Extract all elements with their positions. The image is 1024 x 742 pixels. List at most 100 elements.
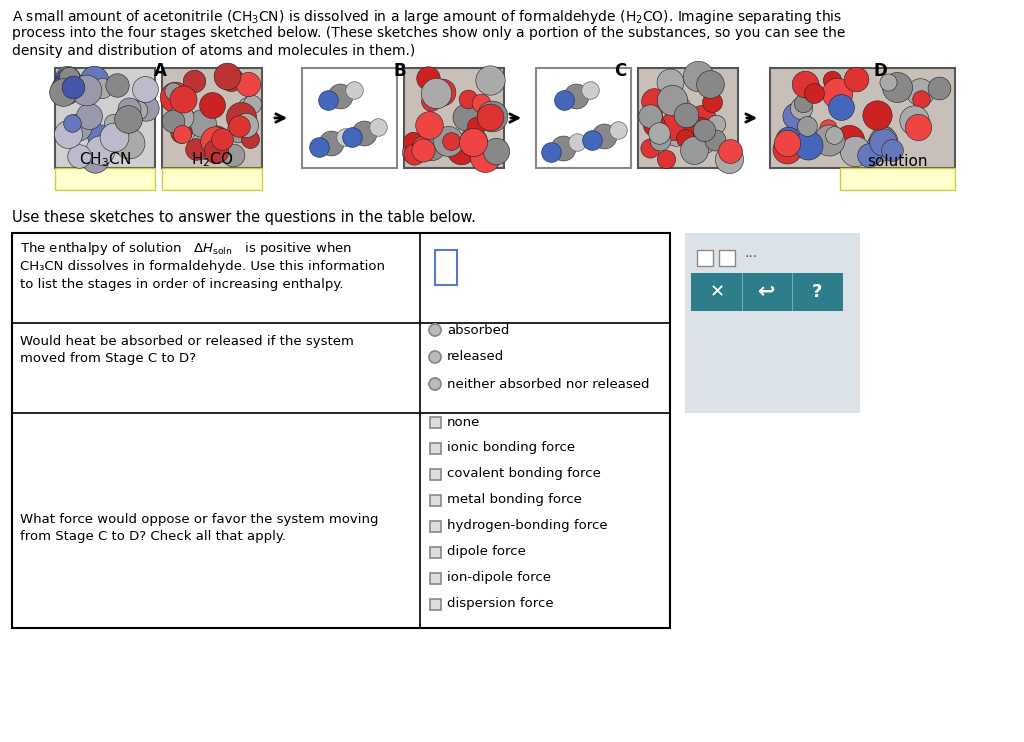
Point	[694, 113, 711, 125]
Text: ion-dipole force: ion-dipole force	[447, 571, 551, 585]
Text: ✕: ✕	[710, 283, 725, 301]
Point	[651, 134, 668, 146]
Text: covalent bonding force: covalent bonding force	[447, 467, 601, 481]
Text: Use these sketches to answer the questions in the table below.: Use these sketches to answer the questio…	[12, 210, 476, 225]
Point	[332, 90, 348, 102]
Point	[174, 93, 190, 105]
Point	[779, 143, 796, 155]
Point	[408, 140, 424, 152]
Point	[657, 154, 674, 165]
Text: dispersion force: dispersion force	[447, 597, 554, 611]
Point	[187, 143, 204, 155]
Point	[242, 133, 258, 145]
Point	[440, 135, 457, 147]
Point	[800, 139, 816, 151]
Point	[722, 145, 738, 157]
Point	[319, 94, 336, 106]
Point	[233, 111, 250, 122]
Point	[355, 127, 372, 139]
Text: none: none	[447, 416, 480, 428]
Point	[81, 111, 97, 122]
Point	[482, 74, 499, 86]
Point	[310, 141, 327, 153]
Point	[884, 145, 900, 157]
Point	[664, 93, 680, 105]
Bar	[162, 168, 262, 190]
Text: C: C	[613, 62, 626, 80]
Point	[874, 136, 891, 148]
Point	[464, 139, 480, 151]
Point	[167, 91, 183, 103]
Point	[874, 131, 891, 143]
Text: ↩: ↩	[758, 282, 776, 302]
Bar	[430, 573, 441, 584]
Bar	[430, 547, 441, 558]
Point	[406, 148, 422, 160]
Point	[207, 134, 223, 145]
Point	[690, 70, 707, 82]
Point	[136, 84, 153, 96]
Bar	[430, 443, 441, 454]
Bar	[162, 68, 262, 168]
Point	[231, 120, 248, 132]
Bar	[430, 521, 441, 532]
Point	[860, 149, 877, 161]
Point	[482, 111, 499, 122]
Point	[207, 145, 223, 157]
Point	[543, 146, 559, 158]
Point	[323, 137, 339, 149]
Point	[138, 102, 155, 114]
Point	[78, 85, 94, 96]
Text: moved from Stage C to D?: moved from Stage C to D?	[20, 352, 196, 365]
Point	[225, 148, 242, 160]
Point	[109, 79, 125, 91]
Text: A small amount of acetonitrile $\left(\mathrm{CH_3CN}\right)$ is dissolved in a : A small amount of acetonitrile $\left(\m…	[12, 8, 843, 26]
Point	[458, 111, 474, 123]
Point	[121, 137, 137, 149]
Point	[798, 78, 814, 90]
Point	[104, 116, 121, 128]
Point	[703, 96, 720, 108]
Text: What force would oppose or favor the system moving: What force would oppose or favor the sys…	[20, 513, 379, 526]
Point	[214, 134, 230, 145]
Point	[70, 121, 86, 133]
Point	[185, 75, 202, 87]
Point	[229, 125, 246, 137]
Text: from Stage C to D? Check all that apply.: from Stage C to D? Check all that apply.	[20, 530, 286, 543]
Point	[787, 110, 804, 122]
Text: density and distribution of atoms and molecules in them.): density and distribution of atoms and mo…	[12, 44, 416, 58]
Bar	[770, 68, 955, 168]
Point	[610, 124, 627, 136]
Point	[165, 85, 181, 96]
Bar	[430, 417, 441, 428]
Point	[646, 95, 663, 107]
Point	[847, 145, 863, 157]
Text: hydrogen-bonding force: hydrogen-bonding force	[447, 519, 607, 533]
Point	[239, 100, 255, 112]
Text: ionic bonding force: ionic bonding force	[447, 441, 575, 455]
Point	[650, 127, 667, 139]
Text: CH₃CN dissolves in formaldehyde. Use this information: CH₃CN dissolves in formaldehyde. Use thi…	[20, 260, 385, 273]
Point	[889, 82, 905, 93]
Point	[820, 134, 837, 146]
Point	[881, 76, 897, 88]
Point	[219, 70, 236, 82]
Point	[487, 145, 504, 157]
Point	[696, 138, 713, 150]
Point	[55, 85, 72, 97]
Point	[178, 115, 195, 127]
Point	[420, 72, 436, 84]
Point	[778, 137, 795, 149]
Point	[672, 100, 688, 112]
Bar	[430, 599, 441, 610]
Point	[931, 82, 947, 94]
Point	[105, 131, 122, 142]
Point	[825, 129, 842, 141]
Point	[707, 134, 723, 146]
Point	[829, 87, 846, 99]
Point	[346, 84, 362, 96]
Bar	[430, 495, 441, 506]
Point	[568, 136, 585, 148]
Point	[476, 151, 493, 163]
Text: $\mathrm{H_2CO}$: $\mathrm{H_2CO}$	[190, 151, 233, 169]
